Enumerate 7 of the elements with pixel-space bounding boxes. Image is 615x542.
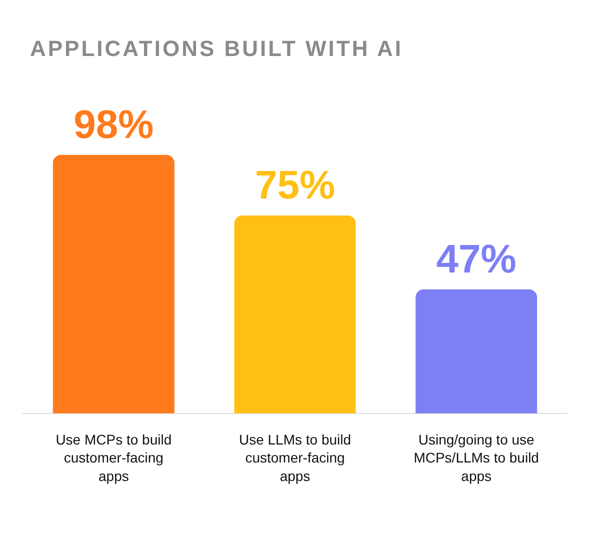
chart-title: APPLICATIONS BUILT WITH AI bbox=[30, 36, 404, 62]
x-tick-label: Use LLMs to build customer-facing apps bbox=[238, 431, 352, 484]
data-label: 75% bbox=[254, 164, 336, 208]
data-label: 47% bbox=[436, 237, 516, 282]
x-tick-label: Using/going to use MCPs/LLMs to build apps bbox=[414, 431, 539, 484]
x-tick-label: Use MCPs to build customer-facing apps bbox=[56, 431, 172, 484]
data-label: 98% bbox=[74, 102, 154, 147]
